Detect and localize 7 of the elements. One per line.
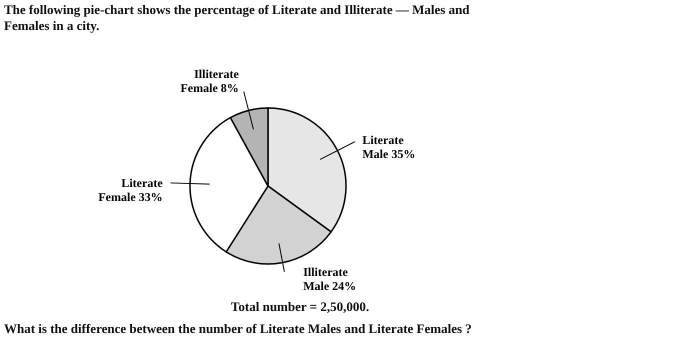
slice-label: Literate Male 35% [362, 132, 416, 161]
slice-label: Illiterate Male 24% [303, 264, 356, 293]
chart-title: The following pie-chart shows the percentage of Literate and Illiterate — Males and Females in a city. [4, 2, 470, 33]
slice-label: Illiterate Female 8% [180, 66, 240, 95]
text: What is the difference between the number of Literate Males and Literate Females ? [4, 321, 472, 336]
text: Total number = 2,50,000. [230, 299, 370, 314]
slice-label: Literate Female 33% [98, 176, 164, 204]
